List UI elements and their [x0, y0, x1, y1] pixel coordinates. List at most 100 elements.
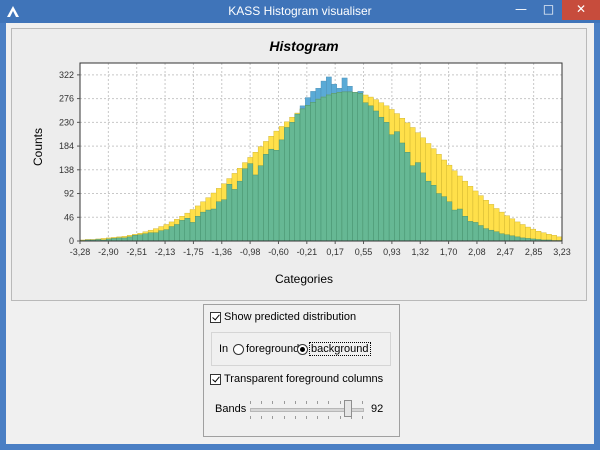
- overlap-bar: [310, 102, 316, 242]
- y-tick-label: 276: [59, 94, 74, 104]
- overlap-bar: [320, 96, 327, 242]
- overlap-bar: [315, 98, 322, 242]
- overlap-bar: [273, 149, 280, 242]
- overlap-bar: [205, 209, 212, 242]
- overlap-bar: [399, 142, 406, 242]
- x-tick-label: 0,93: [383, 247, 401, 257]
- controls-panel: Show predicted distribution In foregroun…: [203, 304, 400, 437]
- overlap-bar: [373, 110, 379, 242]
- title-bar[interactable]: KASS Histogram visualiser — □ ✕: [0, 0, 600, 23]
- overlap-bar: [383, 122, 390, 242]
- slider-tick: [272, 401, 274, 404]
- overlap-bar: [509, 235, 516, 242]
- overlap-bar: [514, 236, 521, 242]
- overlap-bar: [394, 131, 400, 242]
- overlap-bar: [498, 233, 505, 242]
- x-tick-label: 2,85: [525, 247, 543, 257]
- overlap-bar: [184, 218, 191, 242]
- overlap-bar: [472, 222, 479, 242]
- overlap-bar: [242, 168, 248, 242]
- x-tick-label: -0,98: [240, 247, 261, 257]
- overlap-bar: [142, 233, 149, 242]
- background-label[interactable]: background: [309, 342, 371, 356]
- slider-tick: [283, 416, 285, 419]
- slider-tick: [317, 401, 319, 404]
- slider-tick: [294, 401, 296, 404]
- position-group: In foreground background: [211, 332, 391, 366]
- overlap-bar: [263, 154, 269, 242]
- overlap-bar: [221, 199, 227, 242]
- show-predicted-checkbox[interactable]: [210, 312, 221, 323]
- overlap-bar: [451, 209, 458, 242]
- overlap-bar: [200, 211, 206, 242]
- chart-panel: Histogram Counts Categories 0 46 92 138 184 2…: [11, 28, 587, 301]
- overlap-bar: [341, 91, 348, 242]
- minimize-button[interactable]: —: [515, 2, 527, 16]
- x-tick-label: -0,60: [268, 247, 289, 257]
- overlap-bar: [388, 134, 395, 242]
- slider-tick: [250, 401, 251, 404]
- foreground-label[interactable]: foreground: [246, 343, 300, 355]
- y-axis-label: Counts: [31, 128, 45, 166]
- overlap-bar: [294, 113, 301, 242]
- show-predicted-label[interactable]: Show predicted distribution: [224, 311, 357, 323]
- overlap-bar: [441, 196, 447, 242]
- overlap-bar: [346, 91, 353, 242]
- transparent-checkbox[interactable]: [210, 374, 221, 385]
- x-axis-label: Categories: [275, 272, 333, 286]
- overlap-bar: [299, 108, 306, 242]
- overlap-bar: [409, 165, 416, 242]
- transparent-label[interactable]: Transparent foreground columns: [224, 373, 384, 385]
- overlap-bar: [289, 122, 296, 242]
- overlap-bar: [462, 216, 468, 242]
- overlap-bar: [305, 105, 311, 242]
- overlap-bar: [257, 165, 264, 242]
- slider-tick: [362, 401, 363, 404]
- overlap-bar: [137, 234, 144, 242]
- overlap-bar: [158, 230, 165, 242]
- chart-title: Histogram: [269, 38, 338, 54]
- y-tick-label: 0: [69, 236, 74, 246]
- slider-tick: [250, 416, 251, 419]
- overlap-bar: [147, 232, 154, 242]
- x-tick-label: 0,55: [355, 247, 373, 257]
- x-tick-label: -1,36: [212, 247, 233, 257]
- x-tick-label: -2,51: [126, 247, 147, 257]
- overlap-bar: [504, 234, 510, 242]
- bands-value: 92: [371, 403, 384, 415]
- bands-slider-thumb[interactable]: [344, 400, 352, 417]
- overlap-bar: [446, 201, 453, 242]
- y-ticks: 0 46 92 138 184 230 276 322: [59, 70, 80, 246]
- overlap-bar: [226, 184, 233, 242]
- overlap-bar: [168, 226, 175, 242]
- slider-tick: [328, 401, 330, 404]
- overlap-bar: [467, 221, 474, 242]
- slider-tick: [283, 401, 285, 404]
- overlap-bar: [247, 163, 254, 242]
- overlap-bar: [378, 116, 385, 242]
- overlap-bar: [210, 208, 217, 242]
- overlap-bar: [252, 174, 259, 242]
- bands-slider-track[interactable]: [250, 408, 364, 412]
- overlap-bar: [278, 139, 285, 242]
- overlap-bar: [488, 229, 495, 242]
- y-tick-label: 138: [59, 165, 74, 175]
- y-tick-label: 184: [59, 141, 74, 151]
- slider-tick: [272, 416, 274, 419]
- background-radio[interactable]: [297, 344, 308, 355]
- maximize-button[interactable]: □: [542, 2, 555, 16]
- client-area: Histogram Counts Categories 0 46 92 138 184 2…: [6, 23, 594, 444]
- x-tick-label: 3,23: [553, 247, 571, 257]
- x-tick-label: 1,70: [440, 247, 458, 257]
- overlap-bar: [189, 222, 196, 242]
- slider-tick: [350, 416, 352, 419]
- x-tick-label: 1,32: [411, 247, 429, 257]
- foreground-radio[interactable]: [233, 344, 244, 355]
- x-tick-label: 0,17: [326, 247, 344, 257]
- slider-tick: [306, 401, 307, 404]
- close-button[interactable]: ✕: [562, 0, 600, 20]
- overlap-bar: [216, 201, 222, 242]
- overlap-bar: [425, 180, 432, 242]
- slider-tick: [362, 416, 363, 419]
